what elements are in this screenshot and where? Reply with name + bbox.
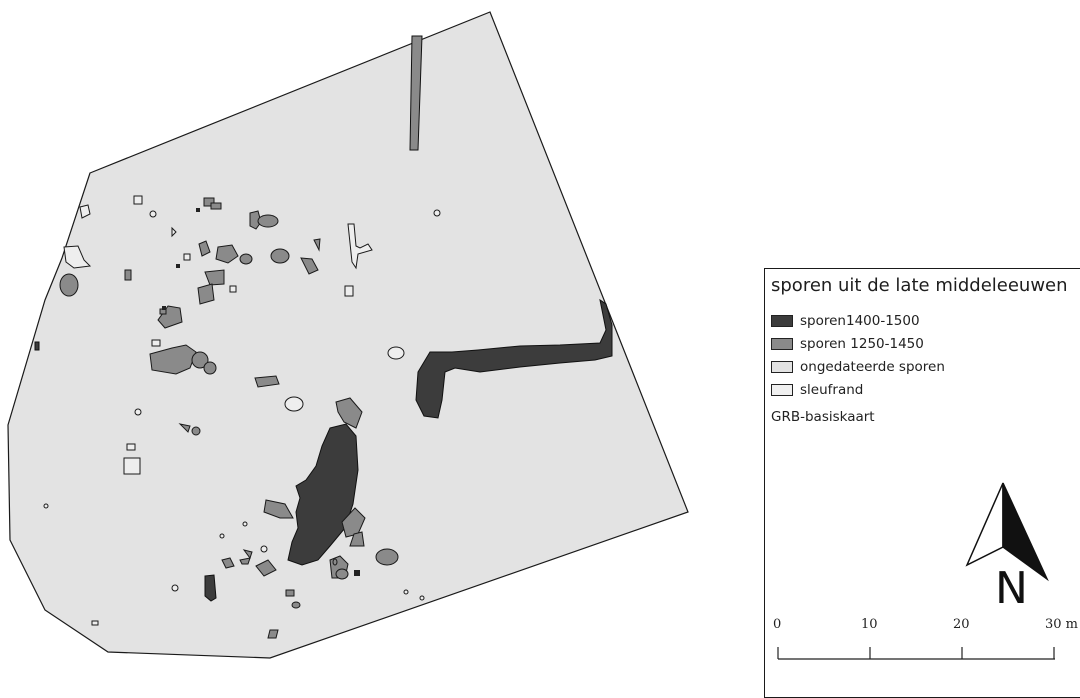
legend-item-sleufrand: sleufrand [771,382,863,398]
legend-swatch [771,384,793,396]
legend-label: sporen1400-1500 [800,313,920,329]
scale-tick-label: 0 [773,617,782,632]
legend-label: ongedateerde sporen [800,359,945,375]
legend-label: sleufrand [800,382,864,398]
legend-swatch [771,315,793,327]
scale-tick-label: 10 [861,617,878,632]
legend-swatch [771,338,793,350]
legend-item-1250-1450: sporen 1250-1450 [771,336,924,352]
legend-swatch [771,361,793,373]
features-1400-1500 [34,35,613,602]
features-1250-1450 [59,197,399,639]
scale-tick-label: 20 [953,617,970,632]
north-arrow-icon [965,482,1049,582]
north-letter: N [995,563,1028,614]
small-dark-features [162,208,360,576]
legend-title: sporen uit de late middeleeuwen [771,275,1068,296]
legend-label: sporen 1250-1450 [800,336,924,352]
excavation-map [7,11,689,659]
legend: sporen uit de late middeleeuwen sporen14… [764,268,1080,698]
legend-item-undated: ongedateerde sporen [771,359,945,375]
base-layer-label: GRB-basiskaart [771,409,875,423]
site-boundary [7,11,689,659]
scale-tick-label: 30 m [1045,617,1079,632]
features-undated [43,195,441,626]
scale-bar [777,647,1055,660]
legend-item-1400-1500: sporen1400-1500 [771,313,920,329]
